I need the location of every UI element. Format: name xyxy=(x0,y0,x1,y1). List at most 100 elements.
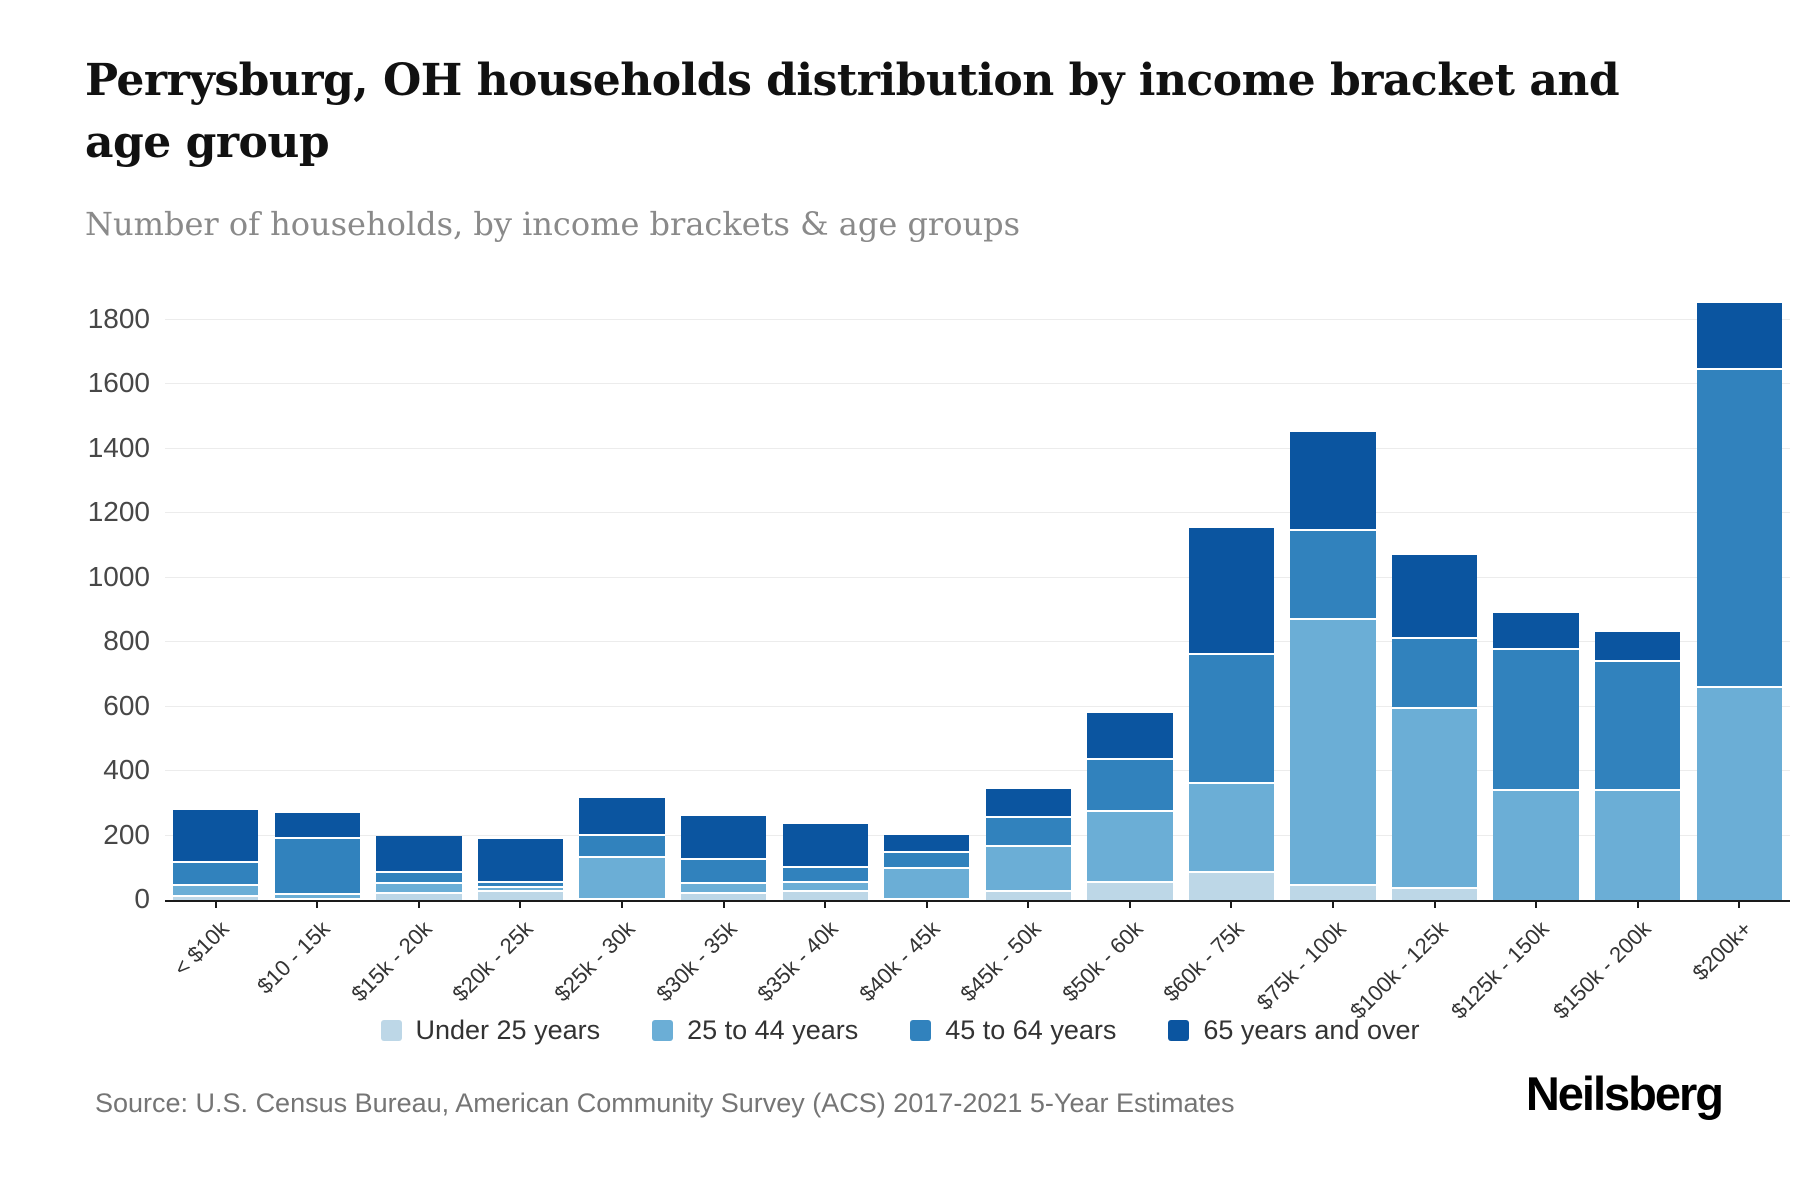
bar-segment[interactable] xyxy=(376,882,462,892)
stacked-bar-5 xyxy=(579,798,665,900)
x-tick-label: $15k - 20k xyxy=(346,916,437,1007)
bar-segment[interactable] xyxy=(173,809,259,862)
bar-segment[interactable] xyxy=(579,856,665,898)
legend-item-4[interactable]: 65 years and over xyxy=(1168,1015,1420,1046)
bar-segment[interactable] xyxy=(579,833,665,857)
stacked-bar-6 xyxy=(680,816,767,900)
x-tick-label: < $10k xyxy=(168,916,234,981)
chart-title: Perrysburg, OH households distribution b… xyxy=(85,55,1620,169)
bar-segment[interactable] xyxy=(1188,870,1275,900)
bar-segment[interactable] xyxy=(274,836,360,894)
bar-segment[interactable] xyxy=(1696,303,1782,368)
legend-swatch xyxy=(910,1020,932,1041)
bar-segment[interactable] xyxy=(1188,653,1275,783)
bar-segment[interactable] xyxy=(1290,617,1376,884)
legend-item-1[interactable]: Under 25 years xyxy=(380,1015,600,1046)
bar-segment[interactable] xyxy=(985,845,1071,891)
x-tick-label: $125k - 150k xyxy=(1446,916,1554,1024)
bar-segment[interactable] xyxy=(1188,527,1275,654)
bar-segment[interactable] xyxy=(1493,613,1579,649)
bar-segment[interactable] xyxy=(1188,782,1275,871)
bar-segment[interactable] xyxy=(477,838,564,881)
gridline-1000 xyxy=(165,576,1790,578)
bar-segment[interactable] xyxy=(680,891,767,900)
bar-segment[interactable] xyxy=(884,898,970,900)
bar-segment[interactable] xyxy=(1595,788,1681,900)
x-tick xyxy=(1128,900,1131,908)
stacked-bar-15 xyxy=(1595,632,1681,900)
x-tick xyxy=(1331,900,1334,908)
bar-segment[interactable] xyxy=(477,880,564,886)
bar-segment[interactable] xyxy=(680,858,767,883)
x-tick-label: $100k - 125k xyxy=(1344,916,1453,1024)
bar-segment[interactable] xyxy=(579,798,665,834)
bar-segment[interactable] xyxy=(985,816,1071,846)
stacked-bar-1 xyxy=(173,809,259,900)
bar-segment[interactable] xyxy=(985,788,1071,817)
stacked-bar-11 xyxy=(1188,527,1275,900)
bar-segment[interactable] xyxy=(376,891,462,900)
bar-segment[interactable] xyxy=(680,816,767,859)
x-tick xyxy=(1433,900,1436,908)
bar-segment[interactable] xyxy=(1493,788,1579,900)
legend-label: 25 to 44 years xyxy=(687,1015,859,1045)
bar-segment[interactable] xyxy=(579,898,665,900)
bar-slot xyxy=(876,255,978,900)
legend-item-3[interactable]: 45 to 64 years xyxy=(910,1015,1116,1046)
bar-segment[interactable] xyxy=(376,835,462,871)
stacked-bar-8 xyxy=(884,835,970,900)
bar-segment[interactable] xyxy=(1087,880,1173,900)
y-tick-label-400: 400 xyxy=(103,754,150,785)
bar-segment[interactable] xyxy=(1391,706,1478,888)
bar-segment[interactable] xyxy=(782,824,868,867)
bar-segment[interactable] xyxy=(1290,529,1376,618)
y-tick-label-200: 200 xyxy=(103,818,150,850)
bar-segment[interactable] xyxy=(274,898,360,900)
x-axis-line xyxy=(165,900,1790,902)
bar-segment[interactable] xyxy=(1595,659,1681,789)
bar-segment[interactable] xyxy=(173,895,259,900)
bar-segment[interactable] xyxy=(1087,809,1173,881)
bar-segment[interactable] xyxy=(1087,712,1173,759)
bar-segment[interactable] xyxy=(884,867,970,898)
bar-segment[interactable] xyxy=(274,812,360,837)
bar-segment[interactable] xyxy=(173,883,259,896)
bar-segment[interactable] xyxy=(1391,887,1478,900)
bar-segment[interactable] xyxy=(985,890,1071,900)
bar-segment[interactable] xyxy=(884,851,970,868)
chart-subtitle: Number of households, by income brackets… xyxy=(85,205,1020,243)
stacked-bar-16 xyxy=(1696,303,1782,900)
bar-segment[interactable] xyxy=(477,885,564,891)
bar-segment[interactable] xyxy=(1087,758,1173,810)
bar-segment[interactable] xyxy=(782,890,868,900)
gridline-1400 xyxy=(165,447,1790,449)
bar-segment[interactable] xyxy=(782,866,868,881)
bar-segment[interactable] xyxy=(884,835,970,852)
bar-segment[interactable] xyxy=(1391,637,1478,707)
bar-segment[interactable] xyxy=(1290,432,1376,530)
bar-segment[interactable] xyxy=(1696,685,1782,900)
x-tick xyxy=(1738,900,1741,908)
bar-slot xyxy=(1079,255,1181,900)
x-tick-label: $50k - 60k xyxy=(1057,916,1148,1007)
bar-segment[interactable] xyxy=(1595,632,1681,660)
x-tick-label: $45k - 50k xyxy=(955,916,1046,1007)
stacked-bar-13 xyxy=(1391,554,1478,900)
bar-segment[interactable] xyxy=(782,880,868,891)
bar-segment[interactable] xyxy=(477,890,564,900)
gridline-600 xyxy=(165,705,1790,707)
bar-segment[interactable] xyxy=(680,882,767,892)
bar-segment[interactable] xyxy=(1696,367,1782,686)
bar-segment[interactable] xyxy=(173,861,259,884)
legend-swatch xyxy=(1168,1020,1190,1041)
bar-segment[interactable] xyxy=(1493,648,1579,789)
legend-item-2[interactable]: 25 to 44 years xyxy=(652,1015,858,1046)
x-axis-labels: < $10k $10 - 15k $15k - 20k $20k - 25k $25k … xyxy=(165,900,1790,1024)
gridline-1200 xyxy=(165,512,1790,513)
bar-segment[interactable] xyxy=(1290,883,1376,900)
bar-segment[interactable] xyxy=(274,893,360,898)
bar-slot xyxy=(978,255,1080,900)
bar-segment[interactable] xyxy=(376,870,462,883)
y-tick-label-1400: 1400 xyxy=(87,431,150,463)
bar-segment[interactable] xyxy=(1391,554,1478,638)
